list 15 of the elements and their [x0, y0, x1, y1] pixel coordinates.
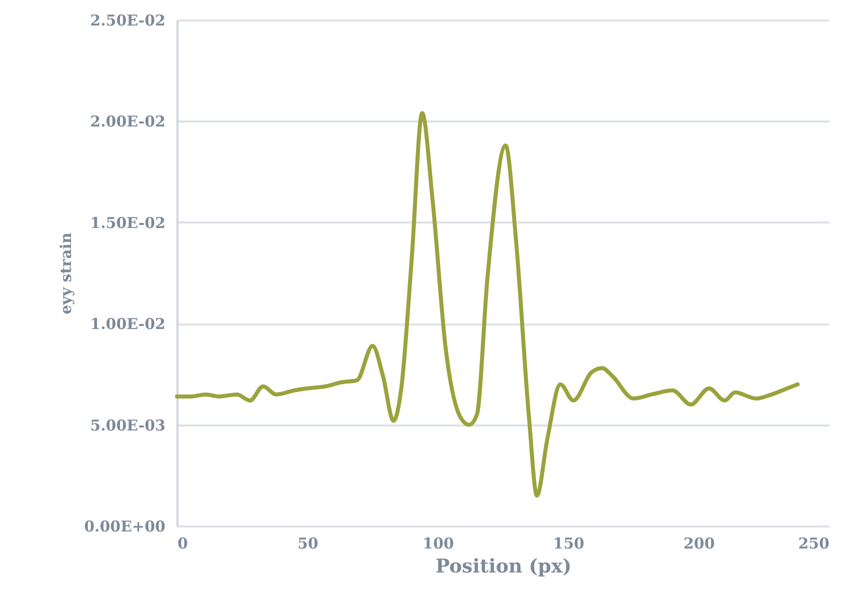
- y-tick-label: 0.00E+00: [84, 518, 166, 536]
- x-tick-label: 150: [553, 534, 584, 552]
- x-axis-title: Position (px): [435, 556, 572, 578]
- x-tick-label: 50: [297, 534, 318, 552]
- y-tick-label: 5.00E-03: [90, 416, 166, 434]
- y-tick-label: 2.00E-02: [90, 112, 166, 131]
- y-tick-label: 2.50E-02: [90, 12, 166, 30]
- x-tick-label: 100: [422, 534, 454, 552]
- y-tick-label: 1.00E-02: [90, 315, 166, 334]
- y-tick-label: 1.50E-02: [90, 214, 166, 232]
- x-tick-label: 200: [683, 534, 715, 552]
- line-series: [175, 111, 800, 498]
- y-axis-title: eyy strain: [57, 232, 76, 314]
- x-tick-label: 250: [798, 534, 830, 552]
- x-tick-label: 0: [178, 534, 188, 552]
